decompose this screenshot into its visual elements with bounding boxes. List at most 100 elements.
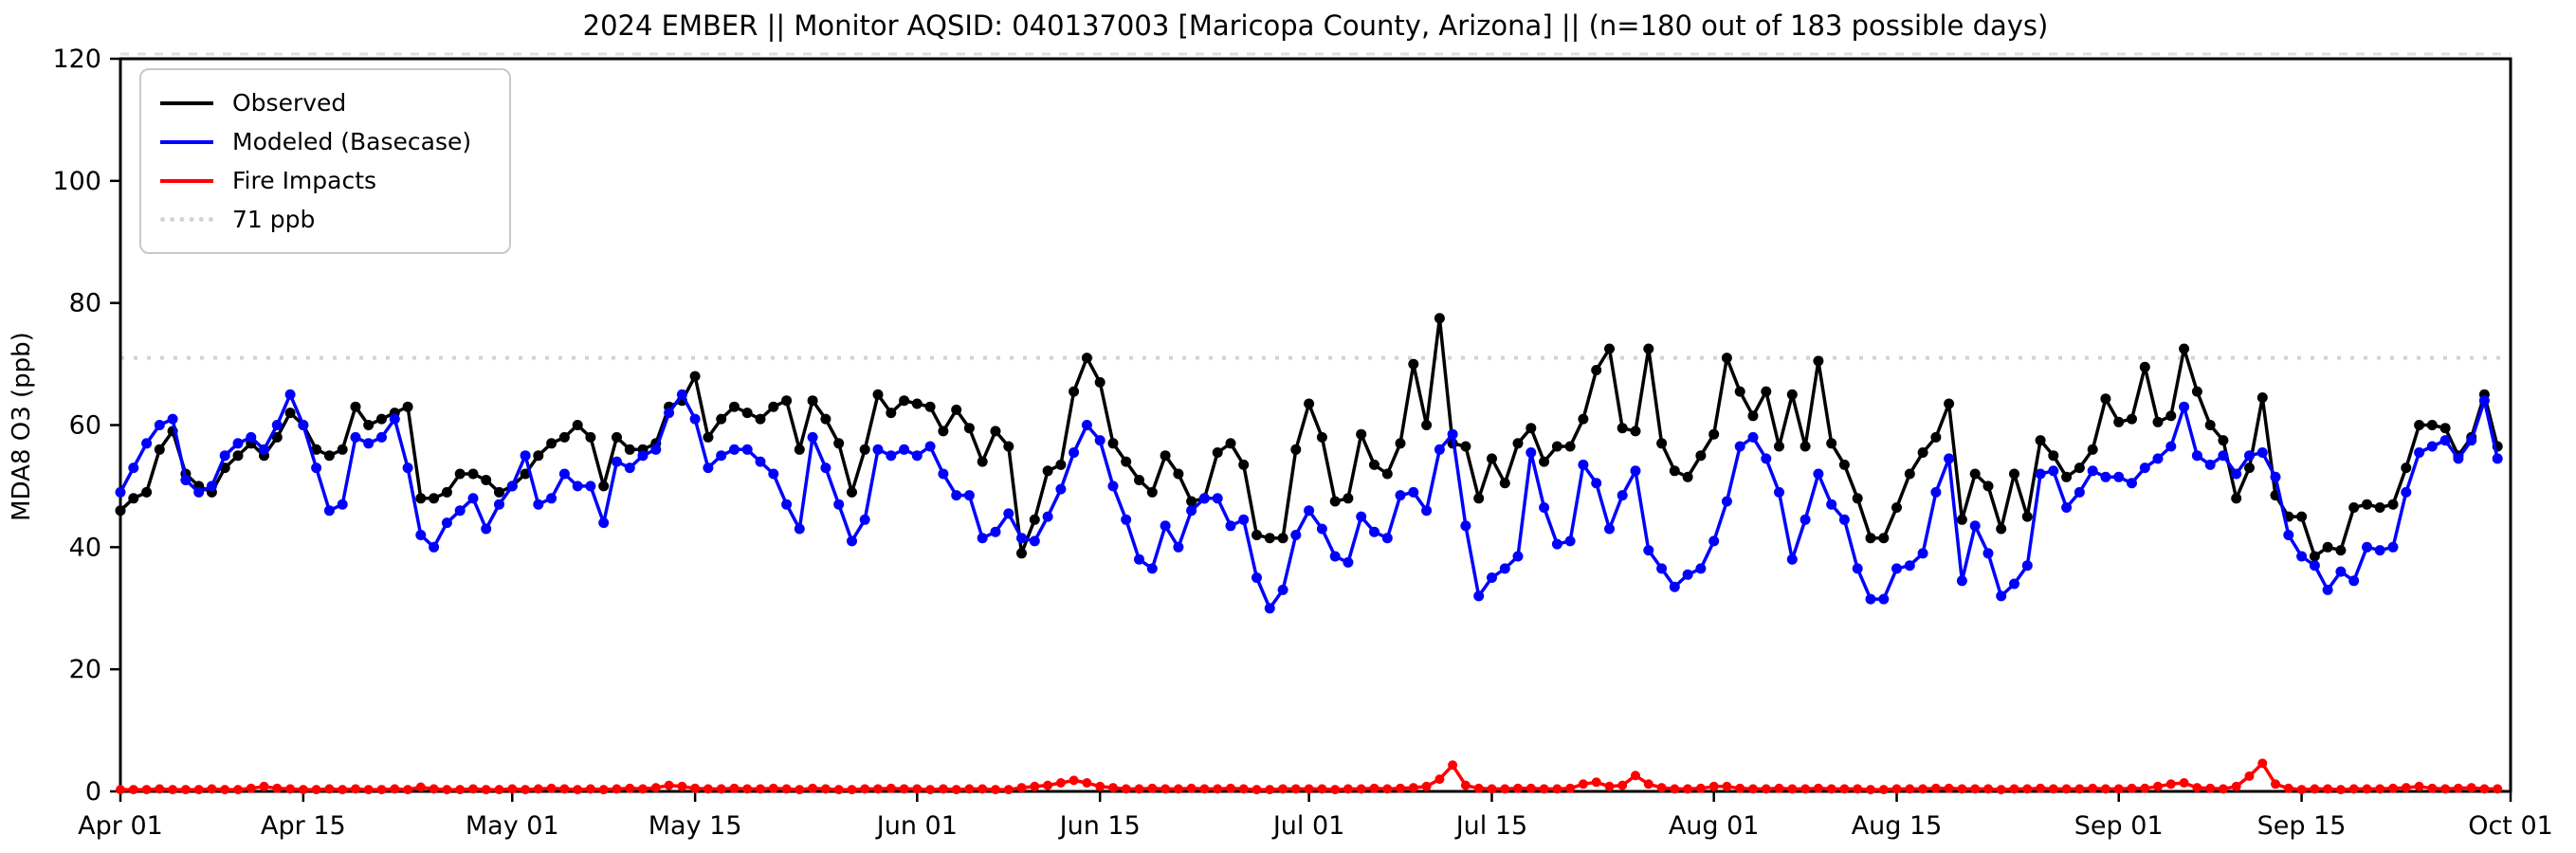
- series-marker-observed: [1512, 438, 1524, 449]
- series-marker-observed: [833, 438, 845, 449]
- series-marker-fire-impacts: [2165, 779, 2176, 789]
- series-marker-fire-impacts: [677, 781, 687, 791]
- series-marker-observed: [1630, 426, 1641, 437]
- series-marker-modeled-basecase-: [350, 431, 361, 443]
- series-marker-modeled-basecase-: [872, 444, 884, 455]
- series-marker-fire-impacts: [886, 783, 896, 793]
- series-marker-observed: [1774, 441, 1784, 452]
- series-marker-modeled-basecase-: [558, 468, 570, 480]
- series-marker-observed: [585, 431, 596, 443]
- series-marker-fire-impacts: [1369, 783, 1379, 793]
- series-marker-observed: [2100, 393, 2111, 405]
- series-marker-fire-impacts: [1213, 784, 1223, 794]
- series-marker-modeled-basecase-: [1774, 486, 1784, 498]
- series-marker-fire-impacts: [2310, 784, 2320, 794]
- series-marker-modeled-basecase-: [1473, 590, 1485, 602]
- x-tick-label: Apr 15: [261, 811, 346, 841]
- series-marker-observed: [1878, 533, 1890, 544]
- series-marker-modeled-basecase-: [1564, 535, 1576, 547]
- series-marker-modeled-basecase-: [1304, 505, 1315, 517]
- series-marker-fire-impacts: [1656, 783, 1667, 793]
- series-marker-observed: [271, 431, 283, 443]
- series-marker-modeled-basecase-: [807, 431, 818, 443]
- series-marker-fire-impacts: [729, 783, 740, 793]
- series-marker-modeled-basecase-: [1917, 548, 1928, 559]
- series-marker-modeled-basecase-: [1134, 554, 1144, 565]
- series-marker-modeled-basecase-: [2231, 468, 2242, 480]
- y-tick-label: 100: [52, 167, 101, 196]
- series-marker-observed: [1852, 493, 1863, 504]
- series-marker-observed: [1081, 353, 1092, 364]
- series-marker-fire-impacts: [1160, 784, 1171, 794]
- series-marker-modeled-basecase-: [1878, 593, 1890, 605]
- series-marker-modeled-basecase-: [2256, 447, 2268, 458]
- series-marker-modeled-basecase-: [2204, 459, 2216, 470]
- series-marker-modeled-basecase-: [2401, 486, 2412, 498]
- series-marker-fire-impacts: [1290, 784, 1301, 794]
- series-marker-observed: [1146, 486, 1158, 498]
- series-marker-fire-impacts: [1853, 784, 1863, 794]
- series-marker-observed: [1643, 343, 1654, 354]
- series-marker-observed: [1395, 438, 1406, 449]
- series-marker-fire-impacts: [2205, 783, 2216, 793]
- series-marker-modeled-basecase-: [1055, 483, 1067, 495]
- series-marker-modeled-basecase-: [612, 456, 622, 467]
- series-marker-fire-impacts: [1055, 778, 1066, 788]
- series-marker-observed: [1800, 441, 1811, 452]
- series-marker-fire-impacts: [220, 785, 230, 795]
- series-marker-modeled-basecase-: [963, 490, 975, 501]
- series-marker-fire-impacts: [376, 785, 387, 795]
- series-marker-modeled-basecase-: [585, 481, 596, 492]
- series-marker-modeled-basecase-: [1956, 575, 1967, 587]
- series-marker-fire-impacts: [1983, 784, 1993, 794]
- x-tick-label: Aug 15: [1852, 811, 1943, 841]
- series-marker-observed: [1982, 481, 1994, 492]
- series-marker-modeled-basecase-: [1003, 508, 1014, 519]
- series-marker-fire-impacts: [168, 785, 178, 795]
- series-marker-observed: [2127, 413, 2137, 425]
- series-marker-modeled-basecase-: [2048, 465, 2059, 477]
- series-marker-fire-impacts: [1735, 783, 1745, 793]
- series-marker-modeled-basecase-: [2492, 453, 2503, 464]
- series-marker-modeled-basecase-: [141, 438, 153, 449]
- series-marker-modeled-basecase-: [1421, 505, 1433, 517]
- series-marker-fire-impacts: [2061, 784, 2072, 794]
- series-marker-modeled-basecase-: [167, 413, 178, 425]
- series-marker-modeled-basecase-: [1604, 523, 1615, 535]
- y-tick-label: 20: [69, 655, 101, 684]
- series-marker-modeled-basecase-: [2439, 435, 2451, 446]
- series-marker-observed: [2152, 416, 2164, 427]
- series-marker-observed: [154, 444, 165, 455]
- series-marker-fire-impacts: [2153, 781, 2163, 791]
- series-marker-modeled-basecase-: [1944, 453, 1955, 464]
- series-marker-fire-impacts: [925, 785, 936, 795]
- series-marker-observed: [2179, 343, 2190, 354]
- series-marker-observed: [1069, 386, 1080, 397]
- series-marker-fire-impacts: [2362, 784, 2372, 794]
- series-marker-fire-impacts: [768, 783, 778, 793]
- series-marker-modeled-basecase-: [1121, 514, 1132, 525]
- series-marker-modeled-basecase-: [1852, 563, 1863, 574]
- series-marker-observed: [1891, 502, 1902, 513]
- series-marker-observed: [1813, 355, 1824, 367]
- series-marker-modeled-basecase-: [2113, 471, 2125, 482]
- series-marker-observed: [115, 505, 126, 517]
- series-marker-observed: [951, 404, 962, 415]
- series-marker-observed: [232, 450, 244, 462]
- series-marker-observed: [1003, 441, 1014, 452]
- series-marker-modeled-basecase-: [1434, 444, 1445, 455]
- legend-line-sample: [160, 139, 213, 144]
- series-marker-modeled-basecase-: [1708, 535, 1720, 547]
- series-marker-observed: [1682, 471, 1693, 482]
- series-marker-modeled-basecase-: [429, 541, 440, 553]
- series-marker-fire-impacts: [2231, 781, 2241, 791]
- series-marker-modeled-basecase-: [1591, 478, 1602, 489]
- series-marker-observed: [1591, 365, 1602, 375]
- series-marker-modeled-basecase-: [2035, 468, 2046, 480]
- y-tick-label: 60: [69, 411, 101, 441]
- series-marker-fire-impacts: [2271, 779, 2280, 789]
- series-marker-fire-impacts: [442, 785, 452, 795]
- series-marker-fire-impacts: [899, 784, 909, 794]
- series-marker-modeled-basecase-: [741, 444, 753, 455]
